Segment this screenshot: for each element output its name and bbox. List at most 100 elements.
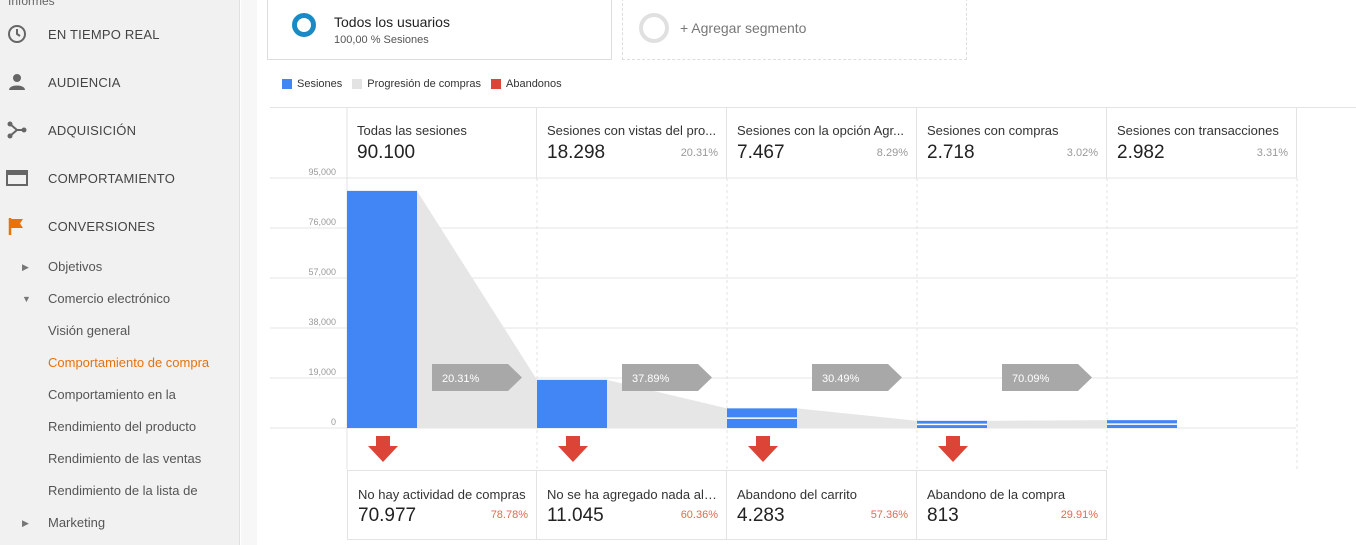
progression-percent: 37.89% [632, 373, 670, 385]
stage-title: Sesiones con vistas del pro... [547, 123, 717, 138]
stage-header[interactable]: Todas las sesiones 90.100 [347, 108, 537, 178]
abandon-arrow-icon [558, 436, 588, 462]
abandonment-title: No hay actividad de compras [358, 487, 526, 502]
nav-ecommerce[interactable]: ▼ Comercio electrónico [0, 287, 240, 311]
sidebar-header: Informes [8, 0, 55, 8]
stage-title: Sesiones con compras [927, 123, 1059, 138]
abandon-arrow-icon [748, 436, 778, 462]
abandonment-title: Abandono del carrito [737, 487, 857, 502]
nav-acquisition[interactable]: ADQUISICIÓN [0, 110, 240, 150]
stage-header[interactable]: Sesiones con vistas del pro... 18.298 20… [537, 108, 727, 178]
stage-header[interactable]: Sesiones con la opción Agr... 7.467 8.29… [727, 108, 917, 178]
stage-title: Sesiones con la opción Agr... [737, 123, 904, 138]
progression-percent: 30.49% [822, 373, 860, 385]
abandonment-value: 813 [927, 505, 959, 526]
abandonment-value: 11.045 [547, 505, 604, 526]
segment-all-users[interactable]: Todos los usuarios 100,00 % Sesiones [267, 0, 612, 60]
add-segment-button[interactable]: + Agregar segmento [622, 0, 967, 60]
stage-header[interactable]: Sesiones con transacciones 2.982 3.31% [1107, 108, 1297, 178]
session-bar [537, 379, 607, 428]
legend-swatch [491, 79, 501, 89]
stage-percent: 20.31% [680, 147, 718, 159]
sidebar-gutter [241, 0, 257, 545]
nav-shopping-behavior[interactable]: Comportamiento de compra [0, 351, 240, 375]
nav-marketing[interactable]: ▶ Marketing [0, 511, 240, 535]
abandonment-box[interactable]: No hay actividad de compras 70.977 78.78… [347, 470, 537, 540]
nav-label: CONVERSIONES [48, 218, 156, 234]
abandonment-value: 4.283 [737, 505, 785, 526]
progression-arrow [812, 364, 902, 391]
progression-percent: 70.09% [1012, 373, 1050, 385]
legend-swatch [282, 79, 292, 89]
stage-value: 90.100 [357, 142, 416, 163]
nav-audience[interactable]: AUDIENCIA [0, 62, 240, 102]
nav-behavior[interactable]: COMPORTAMIENTO [0, 158, 240, 198]
nav-label: AUDIENCIA [48, 74, 121, 90]
nav-label: Marketing [48, 515, 106, 530]
nav-conversions[interactable]: CONVERSIONES [0, 206, 240, 246]
progression-area [797, 408, 917, 428]
abandon-arrow-icon [368, 436, 398, 462]
abandonment-title: Abandono de la compra [927, 487, 1066, 502]
stage-title: Sesiones con transacciones [1117, 123, 1279, 138]
y-tick-label: 19,000 [308, 367, 336, 377]
y-tick-label: 95,000 [308, 167, 336, 177]
clock-icon [8, 25, 26, 43]
sidebar: Informes EN TIEMPO REAL AUDIENCIA ADQUIS… [0, 0, 240, 545]
abandonment-box[interactable]: Abandono del carrito 4.283 57.36% [727, 470, 917, 540]
nav-label: Comportamiento en la [48, 387, 176, 402]
abandonment-percent: 78.78% [490, 509, 528, 521]
nav-sales-performance[interactable]: Rendimiento de las ventas [0, 447, 240, 471]
progression-area [987, 420, 1107, 428]
y-tick-label: 38,000 [308, 317, 336, 327]
flag-icon [8, 218, 23, 235]
nav-label: Comercio electrónico [48, 291, 171, 306]
segment-ring-icon [292, 13, 316, 37]
stage-percent: 3.02% [1066, 147, 1098, 159]
stage-header[interactable]: Sesiones con compras 2.718 3.02% [917, 108, 1107, 178]
empty-segment-ring-icon [639, 13, 669, 43]
chart-legend: Sesiones Progresión de compras Abandonos [282, 78, 562, 90]
legend-item-sessions: Sesiones [282, 78, 342, 90]
legend-swatch [352, 79, 363, 89]
progression-arrow [432, 364, 522, 391]
divider [270, 107, 1356, 108]
stage-percent: 8.29% [876, 147, 908, 159]
abandonment-box[interactable]: No se ha agregado nada al ... 11.045 60.… [537, 470, 727, 540]
nav-product-list-performance[interactable]: Rendimiento de la lista de [0, 479, 240, 503]
y-tick-label: 76,000 [308, 217, 336, 227]
nav-overview[interactable]: Visión general [0, 319, 240, 343]
y-tick-label: 57,000 [308, 267, 336, 277]
behavior-icon [6, 170, 28, 186]
progression-arrow [1002, 364, 1092, 391]
abandonment-box[interactable]: Abandono de la compra 813 29.91% [917, 470, 1107, 540]
nav-real-time[interactable]: EN TIEMPO REAL [0, 14, 240, 54]
legend-label: Progresión de compras [367, 78, 481, 90]
nav-label: Objetivos [48, 259, 103, 274]
segment-title: Todos los usuarios [334, 14, 450, 30]
abandon-arrow-icon [938, 436, 968, 462]
abandonment-value: 70.977 [358, 505, 417, 526]
stage-percent: 3.31% [1256, 147, 1288, 159]
nav-label: Visión general [48, 323, 131, 338]
nav-objectives[interactable]: ▶ Objetivos [0, 255, 240, 279]
nav-label: Rendimiento de las ventas [48, 451, 202, 466]
nav-checkout-behavior[interactable]: Comportamiento en la [0, 383, 240, 407]
stage-value: 2.982 [1117, 142, 1165, 163]
legend-item-progression: Progresión de compras [352, 78, 481, 90]
nav-product-performance[interactable]: Rendimiento del producto [0, 415, 240, 439]
nav-label: Comportamiento de compra [48, 355, 210, 370]
legend-item-abandons: Abandonos [491, 78, 562, 90]
progression-area [607, 379, 727, 428]
nav-label: Rendimiento del producto [48, 419, 197, 434]
expand-arrow-icon: ▶ [22, 518, 29, 528]
progression-percent: 20.31% [442, 373, 480, 385]
y-tick-label: 0 [330, 417, 336, 427]
progression-arrow [622, 364, 712, 391]
stage-title: Todas las sesiones [357, 123, 467, 138]
abandonment-percent: 60.36% [680, 509, 718, 521]
abandonment-percent: 57.36% [870, 509, 908, 521]
expand-arrow-icon: ▶ [22, 262, 29, 272]
nav-label: ADQUISICIÓN [48, 122, 137, 138]
